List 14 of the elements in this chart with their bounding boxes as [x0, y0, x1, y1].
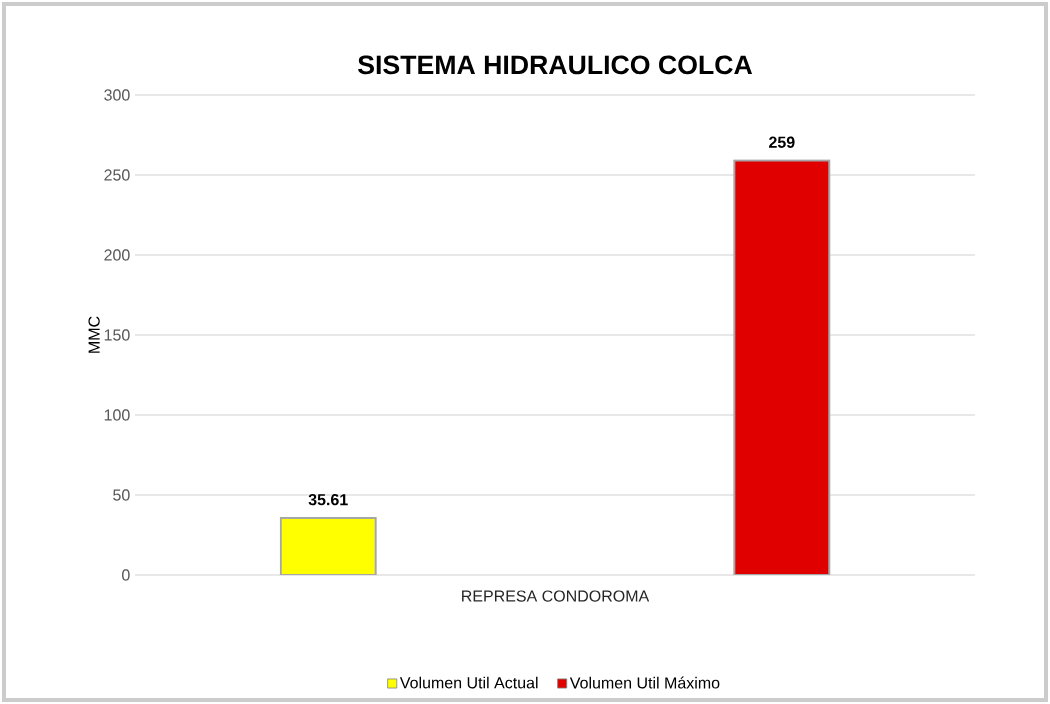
y-tick-label: 50 — [113, 489, 130, 501]
y-tick-label: 100 — [104, 409, 130, 421]
data-label: 259 — [769, 136, 795, 148]
y-tick-label: 250 — [104, 169, 130, 181]
y-tick-label: 0 — [122, 569, 130, 581]
y-tick-label: 150 — [104, 329, 130, 341]
y-tick-label: 200 — [104, 249, 130, 261]
legend-label: Volumen Util Máximo — [569, 676, 720, 689]
x-tick-label: REPRESA CONDOROMA — [462, 590, 650, 602]
data-label: 35.61 — [308, 493, 348, 506]
y-axis-title: MMC — [88, 316, 100, 353]
legend-label: Volumen Util Actual — [399, 676, 538, 689]
y-tick-label: 300 — [104, 89, 130, 101]
chart-title: SISTEMA HIDRAULICO COLCA — [358, 55, 753, 75]
